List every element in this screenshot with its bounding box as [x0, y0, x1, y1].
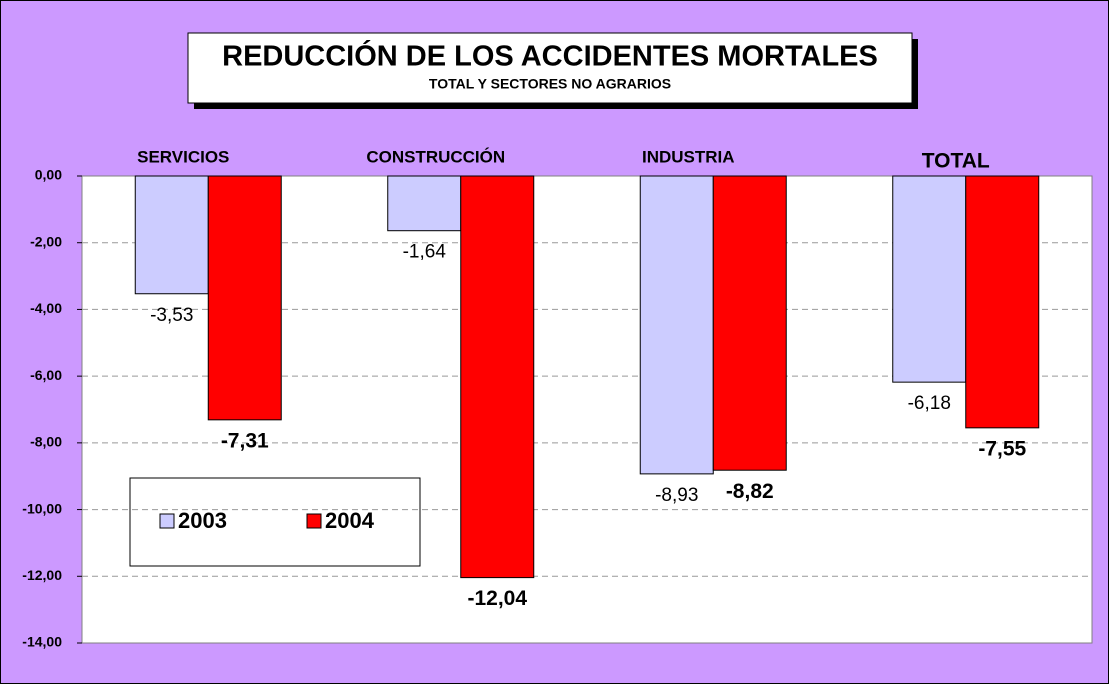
- category-label: TOTAL: [922, 150, 990, 173]
- bar: [207, 175, 282, 421]
- value-label: -8,93: [655, 485, 698, 506]
- bar: [712, 175, 787, 471]
- value-label: -12,04: [467, 587, 527, 610]
- legend-label: 2004: [325, 508, 375, 533]
- y-tick-label: -10,00: [22, 500, 62, 516]
- bar: [134, 175, 209, 295]
- y-tick-label: -12,00: [22, 567, 62, 583]
- title-box: [187, 32, 913, 104]
- category-label: CONSTRUCCIÓN: [366, 147, 505, 166]
- y-tick-label: -4,00: [30, 300, 62, 316]
- value-label: -3,53: [150, 305, 193, 326]
- bar: [460, 175, 535, 579]
- bar: [892, 175, 967, 383]
- value-label: -6,18: [908, 393, 951, 414]
- chart-title: REDUCCIÓN DE LOS ACCIDENTES MORTALES: [222, 39, 878, 73]
- value-label: -7,55: [978, 437, 1026, 460]
- legend-swatch: [306, 513, 322, 529]
- y-tick-label: -14,00: [22, 634, 62, 650]
- value-label: -7,31: [221, 429, 269, 452]
- y-tick-label: -8,00: [30, 434, 62, 450]
- y-tick-label: -2,00: [30, 233, 62, 249]
- category-label: INDUSTRIA: [642, 147, 735, 166]
- y-tick-label: 0,00: [35, 167, 62, 183]
- category-label: SERVICIOS: [137, 147, 229, 166]
- legend-swatch: [159, 513, 175, 529]
- bar: [387, 175, 462, 232]
- chart-subtitle: TOTAL Y SECTORES NO AGRARIOS: [429, 76, 671, 92]
- bar: [965, 175, 1040, 429]
- value-label: -1,64: [403, 242, 447, 263]
- legend-box: [129, 477, 421, 567]
- value-label: -8,82: [726, 480, 774, 503]
- bar: [639, 175, 714, 475]
- legend-label: 2003: [178, 508, 227, 533]
- y-tick-label: -6,00: [30, 367, 62, 383]
